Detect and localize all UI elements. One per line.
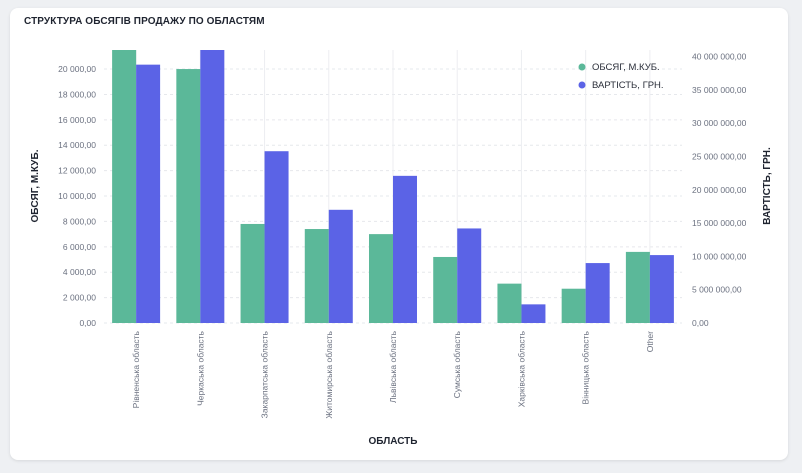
legend-label[interactable]: ОБСЯГ, М.КУБ.: [592, 62, 660, 73]
left-tick-label: 4 000,00: [63, 267, 96, 277]
legend-marker: [578, 81, 586, 89]
bar-volume[interactable]: [176, 69, 201, 323]
left-tick-label: 6 000,00: [63, 242, 96, 252]
category-label: Вінницька область: [581, 330, 591, 404]
bar-volume[interactable]: [497, 283, 522, 323]
bar-volume[interactable]: [561, 288, 586, 323]
category-label: Харківська область: [516, 330, 526, 407]
bar-volume[interactable]: [240, 223, 265, 323]
right-tick-label: 0,00: [692, 318, 709, 328]
category-label: Черкаська область: [195, 330, 205, 405]
bar-value[interactable]: [393, 175, 417, 323]
bar-value[interactable]: [328, 209, 353, 323]
bar-volume[interactable]: [625, 251, 650, 323]
left-tick-label: 10 000,00: [58, 191, 96, 201]
left-tick-label: 16 000,00: [58, 115, 96, 125]
right-tick-label: 35 000 000,00: [692, 85, 747, 95]
bar-volume[interactable]: [369, 234, 393, 323]
category-label: Житомирська область: [324, 330, 334, 418]
left-tick-label: 14 000,00: [58, 140, 96, 150]
bar-value[interactable]: [200, 50, 225, 323]
left-tick-label: 2 000,00: [63, 293, 96, 303]
category-label: Other: [645, 331, 655, 352]
left-tick-label: 12 000,00: [58, 166, 96, 176]
chart-title: СТРУКТУРА ОБСЯГІВ ПРОДАЖУ ПО ОБЛАСТЯМ: [24, 16, 265, 27]
left-axis-title: ОБСЯГ, М.КУБ.: [30, 149, 41, 222]
left-tick-label: 0,00: [79, 318, 96, 328]
right-tick-label: 25 000 000,00: [692, 152, 747, 162]
legend-label[interactable]: ВАРТІСТЬ, ГРН.: [592, 80, 664, 91]
bar-value[interactable]: [585, 263, 610, 323]
right-tick-label: 40 000 000,00: [692, 52, 747, 62]
right-tick-label: 5 000 000,00: [692, 285, 742, 295]
bar-volume[interactable]: [433, 256, 458, 323]
bar-volume[interactable]: [112, 50, 137, 323]
category-label: Рівненська область: [131, 330, 141, 408]
right-axis-title: ВАРТІСТЬ, ГРН.: [762, 147, 773, 225]
right-tick-label: 20 000 000,00: [692, 185, 747, 195]
x-axis-title: ОБЛАСТЬ: [369, 436, 418, 447]
category-label: Закарпатська область: [260, 330, 270, 418]
bar-value[interactable]: [649, 255, 674, 323]
left-tick-label: 18 000,00: [58, 89, 96, 99]
bar-value[interactable]: [521, 304, 546, 323]
category-label: Сумська область: [452, 330, 462, 398]
right-tick-label: 30 000 000,00: [692, 118, 747, 128]
bar-value[interactable]: [136, 64, 161, 324]
bar-value[interactable]: [457, 228, 482, 323]
right-tick-label: 15 000 000,00: [692, 218, 747, 228]
bar-volume[interactable]: [304, 229, 329, 323]
right-tick-label: 10 000 000,00: [692, 251, 747, 261]
left-tick-label: 8 000,00: [63, 216, 96, 226]
legend-marker: [578, 63, 586, 71]
bar-value[interactable]: [264, 151, 289, 323]
category-label: Львівська область: [388, 330, 398, 403]
left-tick-label: 20 000,00: [58, 64, 96, 74]
